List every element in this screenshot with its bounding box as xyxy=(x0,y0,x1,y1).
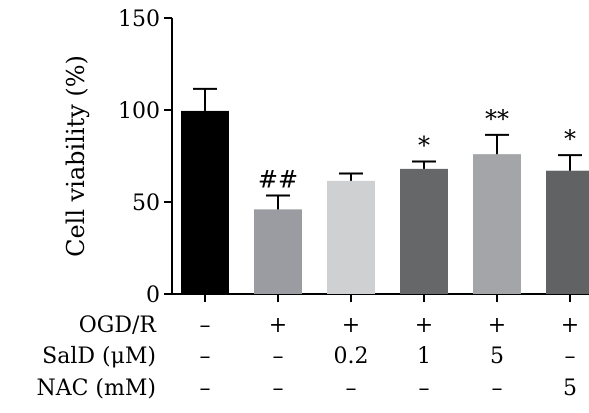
y-tick-label: 150 xyxy=(118,7,160,32)
condition-row-label: OGD/R xyxy=(79,313,158,338)
condition-value: + xyxy=(415,313,433,338)
condition-value: – xyxy=(492,376,503,401)
condition-value: – xyxy=(200,313,211,338)
bar xyxy=(327,180,375,294)
significance-mark: ## xyxy=(258,166,298,194)
bar xyxy=(473,154,521,294)
bar xyxy=(546,170,589,294)
condition-value: – xyxy=(346,376,357,401)
condition-value: – xyxy=(200,344,211,369)
condition-value: – xyxy=(273,376,284,401)
condition-value: + xyxy=(488,313,506,338)
condition-value: 5 xyxy=(490,344,504,369)
bar xyxy=(254,209,302,294)
y-axis-label: Cell viability (%) xyxy=(62,55,90,257)
y-tick-label: 0 xyxy=(146,283,160,308)
condition-row-label: NAC (mM) xyxy=(36,376,156,401)
y-tick-label: 50 xyxy=(132,191,160,216)
bar xyxy=(400,168,448,294)
condition-value: 5 xyxy=(563,376,577,401)
condition-value: – xyxy=(200,376,211,401)
condition-value: + xyxy=(561,313,579,338)
condition-value: – xyxy=(565,344,576,369)
condition-value: + xyxy=(342,313,360,338)
condition-value: 0.2 xyxy=(334,344,369,369)
bar xyxy=(181,110,229,294)
condition-row-label: SalD (μM) xyxy=(42,344,156,369)
significance-mark: * xyxy=(418,132,430,160)
condition-value: 1 xyxy=(417,344,431,369)
condition-value: – xyxy=(273,344,284,369)
significance-mark: ** xyxy=(485,105,509,133)
bars: ##**** xyxy=(181,87,589,294)
labels: OGD/R – + + + + + SalD (μM) – – 0.2 1 5 – NAC (mM) – – – –… xyxy=(36,313,579,401)
significance-mark: * xyxy=(564,125,576,153)
condition-value: + xyxy=(269,313,287,338)
condition-value: – xyxy=(419,376,430,401)
y-tick-label: 100 xyxy=(118,99,160,124)
